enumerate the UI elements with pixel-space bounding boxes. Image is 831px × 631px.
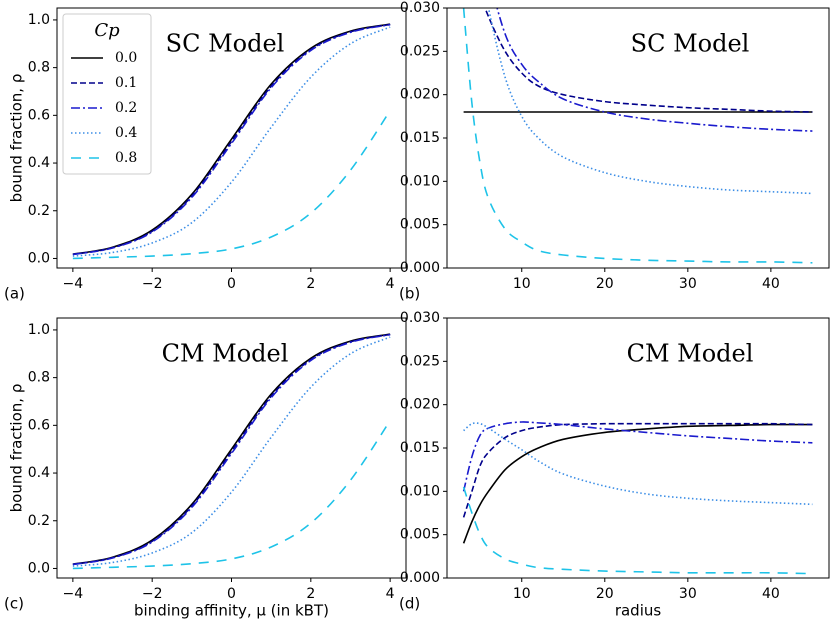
line-series (72, 420, 391, 570)
y-tick-label: 0.020 (400, 397, 440, 413)
panel-title: SC Model (631, 30, 750, 58)
y-tick-label: 0.015 (400, 130, 440, 146)
line-series (462, 486, 813, 575)
plot-area (462, 8, 813, 264)
x-tick-label: −2 (142, 586, 163, 602)
line-series (72, 23, 391, 256)
y-tick-label: 0.0 (28, 250, 50, 266)
y-axis-label: bound fraction, ρ (8, 384, 26, 513)
axes-frame (446, 317, 830, 579)
legend: Cp 0.0 0.1 0.2 0.4 0.8 (62, 13, 152, 175)
legend-label: 0.1 (115, 75, 137, 91)
y-tick-label: 0.6 (28, 107, 50, 123)
y-tick-label: 0.000 (400, 260, 440, 276)
x-tick-label: 40 (762, 586, 780, 602)
panel-title: SC Model (166, 30, 285, 58)
y-tick-label: 0.015 (400, 440, 440, 456)
panel-label: (b) (399, 285, 420, 303)
x-tick-label: 10 (513, 586, 531, 602)
y-tick-label: 0.005 (400, 217, 440, 233)
y-tick-label: 0.025 (400, 353, 440, 369)
y-tick-label: 1.0 (28, 12, 50, 28)
x-tick-label: −4 (63, 276, 84, 292)
panel-title: CM Model (627, 340, 754, 368)
legend-label: 0.4 (115, 125, 137, 141)
y-axis-label: bound fraction, ρ (8, 74, 26, 203)
legend-title: Cp (94, 20, 120, 41)
x-tick-label: 40 (762, 276, 780, 292)
legend-label: 0.0 (115, 50, 137, 66)
legend-box (62, 13, 152, 175)
x-tick-label: −2 (142, 276, 163, 292)
line-series (72, 336, 391, 567)
y-tick-label: 0.8 (28, 60, 50, 76)
line-series (72, 333, 391, 566)
x-tick-label: 30 (679, 276, 697, 292)
legend-label: 0.8 (115, 150, 137, 166)
x-tick-label: 0 (227, 276, 236, 292)
line-series (72, 26, 391, 257)
y-tick-label: 0.6 (28, 417, 50, 433)
line-series (462, 423, 813, 544)
line-series (462, 422, 813, 518)
line-series (72, 333, 391, 565)
axes-frame (446, 7, 830, 269)
y-tick-label: 0.010 (400, 173, 440, 189)
plot-area (462, 421, 813, 575)
y-tick-label: 0.0 (28, 560, 50, 576)
y-tick-label: 0.4 (28, 465, 50, 481)
y-tick-label: 0.2 (28, 513, 50, 529)
y-tick-label: 0.8 (28, 370, 50, 386)
y-tick-label: 0.030 (400, 310, 440, 326)
y-tick-label: 0.020 (400, 87, 440, 103)
y-tick-label: 0.005 (400, 527, 440, 543)
x-tick-label: 2 (306, 586, 315, 602)
x-axis-label: radius (615, 602, 662, 620)
panel-label: (a) (4, 285, 25, 303)
x-tick-label: 20 (596, 276, 614, 292)
line-series (72, 110, 391, 260)
y-tick-label: 0.010 (400, 483, 440, 499)
y-tick-label: 0.030 (400, 0, 440, 16)
legend-label: 0.2 (115, 100, 137, 116)
line-series (484, 8, 813, 113)
axes-frame (56, 317, 407, 579)
x-tick-label: 2 (306, 276, 315, 292)
line-series (462, 421, 813, 492)
line-series (462, 8, 813, 264)
plot-area (72, 333, 391, 570)
panel-title: CM Model (162, 340, 289, 368)
x-tick-label: 20 (596, 586, 614, 602)
x-tick-label: −4 (63, 586, 84, 602)
axes-frame (56, 7, 407, 269)
y-tick-label: 0.000 (400, 570, 440, 586)
panel-label: (d) (399, 595, 420, 613)
plot-area (72, 23, 391, 260)
x-tick-label: 4 (386, 276, 395, 292)
x-tick-label: 0 (227, 586, 236, 602)
line-series (463, 422, 813, 506)
x-tick-label: 30 (679, 586, 697, 602)
panel-label: (c) (4, 595, 24, 613)
y-tick-label: 0.4 (28, 155, 50, 171)
x-axis-label: binding affinity, μ (in kBT) (134, 602, 329, 620)
y-tick-label: 1.0 (28, 322, 50, 338)
x-tick-label: 10 (513, 276, 531, 292)
y-tick-label: 0.2 (28, 203, 50, 219)
y-tick-label: 0.025 (400, 43, 440, 59)
x-tick-label: 4 (386, 586, 395, 602)
